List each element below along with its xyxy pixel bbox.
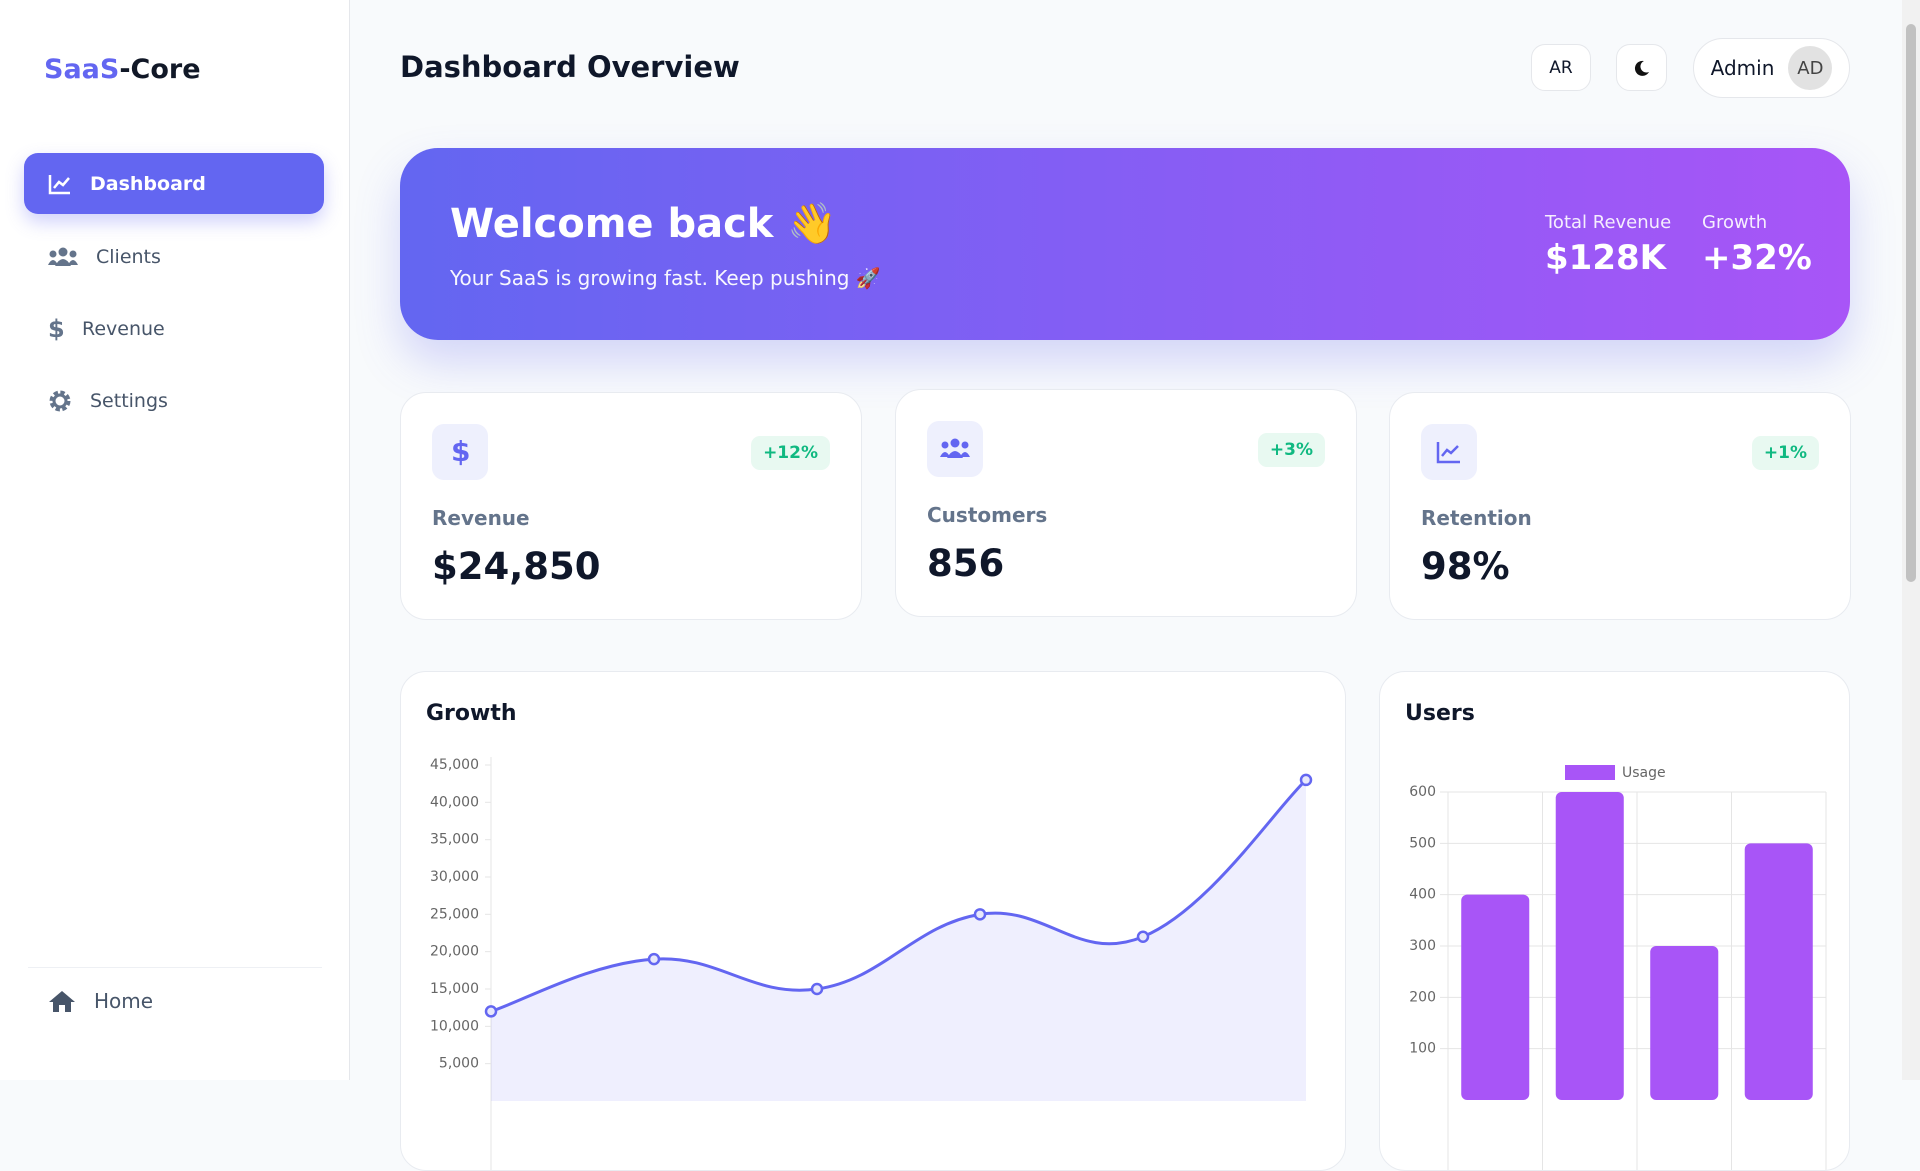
y-tick-label: 600 [1409, 784, 1436, 800]
icon [48, 247, 78, 266]
chart-title: Users [1405, 701, 1475, 726]
stat-card: +1% Retention 98% [1389, 392, 1851, 620]
legend-swatch [1565, 765, 1615, 780]
card-value: $24,850 [432, 545, 601, 588]
welcome-banner: Welcome back 👋 Your SaaS is growing fast… [400, 148, 1850, 340]
avatar: AD [1788, 46, 1833, 90]
legend-label: Usage [1622, 765, 1666, 781]
scrollbar-thumb[interactable] [1906, 24, 1916, 582]
y-tick-label: 200 [1409, 989, 1436, 1005]
nav-label: Settings [90, 389, 168, 412]
point [647, 952, 661, 966]
y-tick-label: 300 [1409, 938, 1436, 954]
card-value: 856 [927, 542, 1005, 585]
card-value: 98% [1421, 545, 1510, 588]
nav-label: Clients [96, 245, 161, 268]
nav-label: Revenue [82, 317, 165, 340]
y-tick-label: 20,000 [430, 944, 479, 960]
scrollbar[interactable] [1902, 0, 1920, 1080]
point [1136, 930, 1150, 943]
page-title: Dashboard Overview [400, 50, 740, 84]
point [1299, 773, 1313, 787]
svg-text:$: $ [451, 437, 470, 467]
bar [1461, 894, 1530, 1100]
theme-button[interactable] [1616, 44, 1667, 91]
icon [1634, 60, 1649, 76]
stat-value: +32% [1702, 238, 1812, 278]
logo[interactable]: SaaS-Core [44, 54, 201, 85]
y-tick-label: 30,000 [430, 869, 479, 885]
stat-card: $ +12% Revenue $24,850 [400, 392, 862, 620]
nav-label: Home [94, 988, 154, 1013]
divider [28, 967, 322, 968]
y-tick-label: 5,000 [439, 1056, 479, 1072]
user-menu[interactable]: Admin AD [1693, 38, 1850, 98]
bar [1650, 946, 1719, 1100]
card-label: Retention [1421, 506, 1532, 530]
bar [1744, 843, 1813, 1100]
user-name: Admin [1710, 56, 1775, 80]
y-tick-label: 15,000 [430, 981, 479, 997]
y-tick-label: 400 [1409, 887, 1436, 903]
card-label: Customers [927, 503, 1048, 527]
icon: $ [48, 316, 64, 342]
point [810, 982, 824, 996]
change-badge: +3% [1257, 433, 1325, 467]
change-badge: +1% [1751, 436, 1819, 470]
area-fill [491, 779, 1306, 1101]
bar [1555, 792, 1624, 1100]
y-tick-label: 10,000 [430, 1018, 479, 1034]
chart: 100 200 300 400 500 600 Usage [1409, 765, 1827, 1170]
y-tick-label: 45,000 [430, 757, 479, 773]
sidebar: SaaS-Core Dashboard Clients $ Revenue Se… [0, 0, 350, 1080]
stat-card: +3% Customers 856 [895, 389, 1357, 617]
nav-item[interactable]: Clients [24, 226, 324, 287]
chart-card: 5,000 10,000 15,000 20,000 25,000 30,000 35,00… [400, 671, 1346, 1171]
point [484, 1005, 498, 1018]
banner-subtitle: Your SaaS is growing fast. Keep pushing … [450, 266, 881, 290]
button-label: AR [1549, 57, 1573, 78]
y-tick-label: 100 [1409, 1041, 1436, 1057]
icon [1421, 424, 1477, 480]
icon [49, 990, 75, 1012]
stat-value: $128K [1545, 238, 1666, 278]
nav-item[interactable]: Settings [24, 370, 324, 431]
point [973, 908, 987, 921]
nav-item[interactable]: Dashboard [24, 153, 324, 214]
svg-text:$: $ [48, 316, 64, 342]
banner-title: Welcome back 👋 [450, 201, 838, 247]
icon [48, 174, 70, 194]
nav-item[interactable]: $ Revenue [24, 298, 324, 359]
chart: 5,000 10,000 15,000 20,000 25,000 30,000 35,00… [430, 757, 1313, 1170]
y-tick-label: 35,000 [430, 832, 479, 848]
y-tick-label: 500 [1409, 835, 1436, 851]
stat-label: Growth [1702, 212, 1768, 233]
icon [49, 390, 71, 411]
logo-brand: SaaS [44, 54, 120, 85]
chart-card: 100 200 300 400 500 600 Usage Users [1379, 671, 1850, 1171]
change-badge: +12% [751, 436, 830, 470]
y-tick-label: 40,000 [430, 794, 479, 810]
y-tick-label: 25,000 [430, 906, 479, 922]
language-button[interactable]: AR [1531, 44, 1591, 91]
line [490, 778, 1308, 1013]
chart-title: Growth [426, 701, 517, 726]
nav-label: Dashboard [90, 172, 206, 195]
logo-suffix: -Core [119, 54, 201, 85]
card-label: Revenue [432, 506, 530, 530]
icon: $ [432, 424, 488, 480]
nav-item[interactable]: Home [24, 970, 324, 1031]
stat-label: Total Revenue [1545, 212, 1672, 233]
icon [927, 421, 983, 477]
